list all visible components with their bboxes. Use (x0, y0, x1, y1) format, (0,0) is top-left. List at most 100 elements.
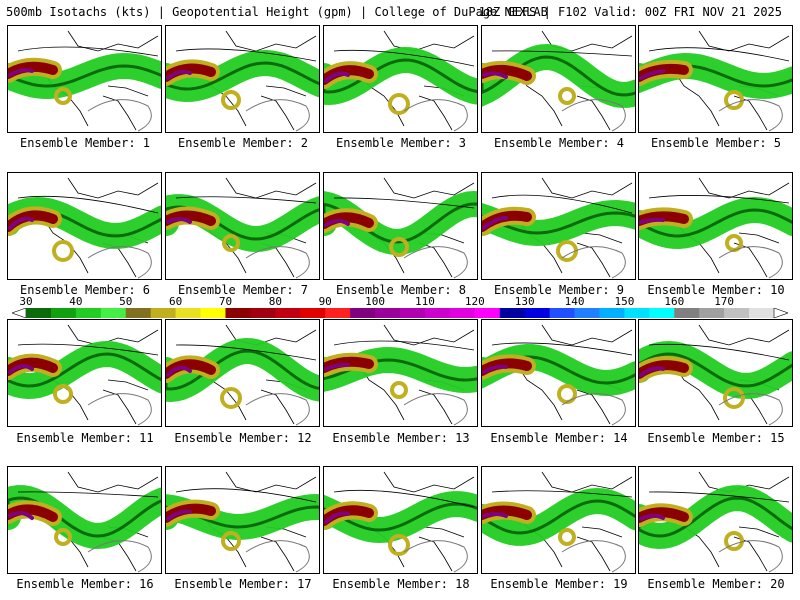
height-contour (403, 393, 468, 426)
ensemble-member-caption: Ensemble Member: 2 (177, 136, 309, 150)
height-contour (561, 540, 626, 573)
jet-mid (8, 352, 161, 388)
jet-mid (8, 496, 161, 538)
jet-max (8, 511, 34, 520)
ensemble-map-panel (638, 466, 793, 574)
height-contour (648, 491, 790, 503)
colorbar-segment (350, 308, 376, 318)
ensemble-member-caption: Ensemble Member: 10 (647, 283, 785, 297)
jet-max (166, 217, 192, 224)
height-contour (87, 99, 152, 132)
colorbar-tick-label: 50 (119, 295, 133, 308)
closed-low (53, 384, 73, 404)
height-contour (245, 99, 310, 132)
ensemble-map-panel (165, 172, 320, 280)
ensemble-map-panel (165, 466, 320, 574)
colorbar-tick-label: 80 (268, 295, 282, 308)
jet-max (166, 69, 192, 80)
colorbar-tick-label: 140 (564, 295, 585, 308)
height-contour (648, 343, 790, 361)
ensemble-map-panel (323, 25, 478, 133)
closed-low (220, 387, 242, 409)
height-contour (491, 194, 633, 214)
colorbar-segment (549, 308, 575, 318)
ensemble-map-panel (638, 172, 793, 280)
coastline (658, 30, 790, 131)
height-contour (561, 99, 626, 132)
closed-low (556, 240, 578, 262)
ensemble-member-caption: Ensemble Member: 6 (19, 283, 151, 297)
colorbar-segment (375, 308, 401, 318)
colorbar-segment (100, 308, 127, 318)
ensemble-map-panel (323, 319, 478, 427)
ensemble-member-caption: Ensemble Member: 4 (493, 136, 625, 150)
closed-low (557, 384, 577, 404)
closed-low (221, 90, 241, 110)
colorbar-segment (26, 308, 52, 318)
jet-mid (8, 64, 161, 88)
height-contour (245, 246, 310, 279)
closed-low (723, 387, 745, 409)
colorbar-tick-label: 110 (414, 295, 435, 308)
closed-low (724, 531, 744, 551)
colorbar-segment (250, 308, 276, 318)
colorbar-segment (574, 308, 600, 318)
height-contour (403, 540, 468, 573)
ensemble-map-panel (165, 25, 320, 133)
jet-max (482, 512, 508, 518)
colorbar-segment (300, 308, 326, 318)
height-contour (333, 489, 475, 508)
height-contour (87, 246, 152, 279)
colorbar-segment (624, 308, 650, 318)
ensemble-member-caption: Ensemble Member: 16 (16, 577, 154, 591)
colorbar-segment (150, 308, 176, 318)
height-contour (175, 488, 317, 503)
ensemble-map-panel (481, 319, 636, 427)
ensemble-map-panel (7, 319, 162, 427)
colorbar-tick-label: 90 (318, 295, 332, 308)
ensemble-map-panel (638, 319, 793, 427)
header-valid-time: 18Z GEFS | F102 Valid: 00Z FRI NOV 21 20… (478, 5, 782, 19)
header-title: 500mb Isotachs (kts) | Geopotential Heig… (6, 5, 548, 19)
coastline (658, 324, 790, 425)
ensemble-map-panel (323, 172, 478, 280)
coastline (501, 30, 633, 131)
height-contour (17, 195, 159, 214)
coastline (501, 324, 633, 425)
jet-max (8, 216, 34, 230)
jet-max (166, 365, 192, 377)
ensemble-member-caption: Ensemble Member: 9 (493, 283, 625, 297)
ensemble-map-panel (7, 25, 162, 133)
colorbar-segment (499, 308, 526, 318)
jet-mid (639, 352, 792, 388)
ensemble-member-caption: Ensemble Member: 13 (332, 431, 470, 445)
jet-mid (166, 61, 319, 91)
ensemble-map-panel (638, 25, 793, 133)
colorbar-tick-label: 100 (365, 295, 385, 308)
coastline (27, 177, 159, 278)
jet-max (482, 71, 508, 79)
height-contour (491, 50, 633, 57)
ensemble-map-panel (481, 25, 636, 133)
height-contour (491, 342, 633, 356)
ensemble-member-caption: Ensemble Member: 19 (490, 577, 628, 591)
colorbar-segment (50, 308, 77, 318)
ensemble-member-caption: Ensemble Member: 12 (174, 431, 312, 445)
colorbar-min-arrow (12, 308, 27, 318)
colorbar-tick-label: 150 (614, 295, 635, 308)
ensemble-map-panel (481, 466, 636, 574)
height-contour (561, 246, 626, 279)
colorbar-segment (125, 308, 152, 318)
closed-low (724, 90, 744, 110)
colorbar-segment (699, 308, 725, 318)
colorbar-segment (325, 308, 351, 318)
ensemble-member-caption: Ensemble Member: 1 (19, 136, 151, 150)
height-contour (175, 196, 317, 204)
height-contour (718, 246, 783, 279)
jet-max (8, 68, 34, 77)
jet-mid (482, 499, 635, 535)
ensemble-member-caption: Ensemble Member: 20 (647, 577, 785, 591)
colorbar-segment (599, 308, 625, 318)
colorbar-segment (275, 308, 301, 318)
colorbar-tick-label: 30 (19, 295, 33, 308)
